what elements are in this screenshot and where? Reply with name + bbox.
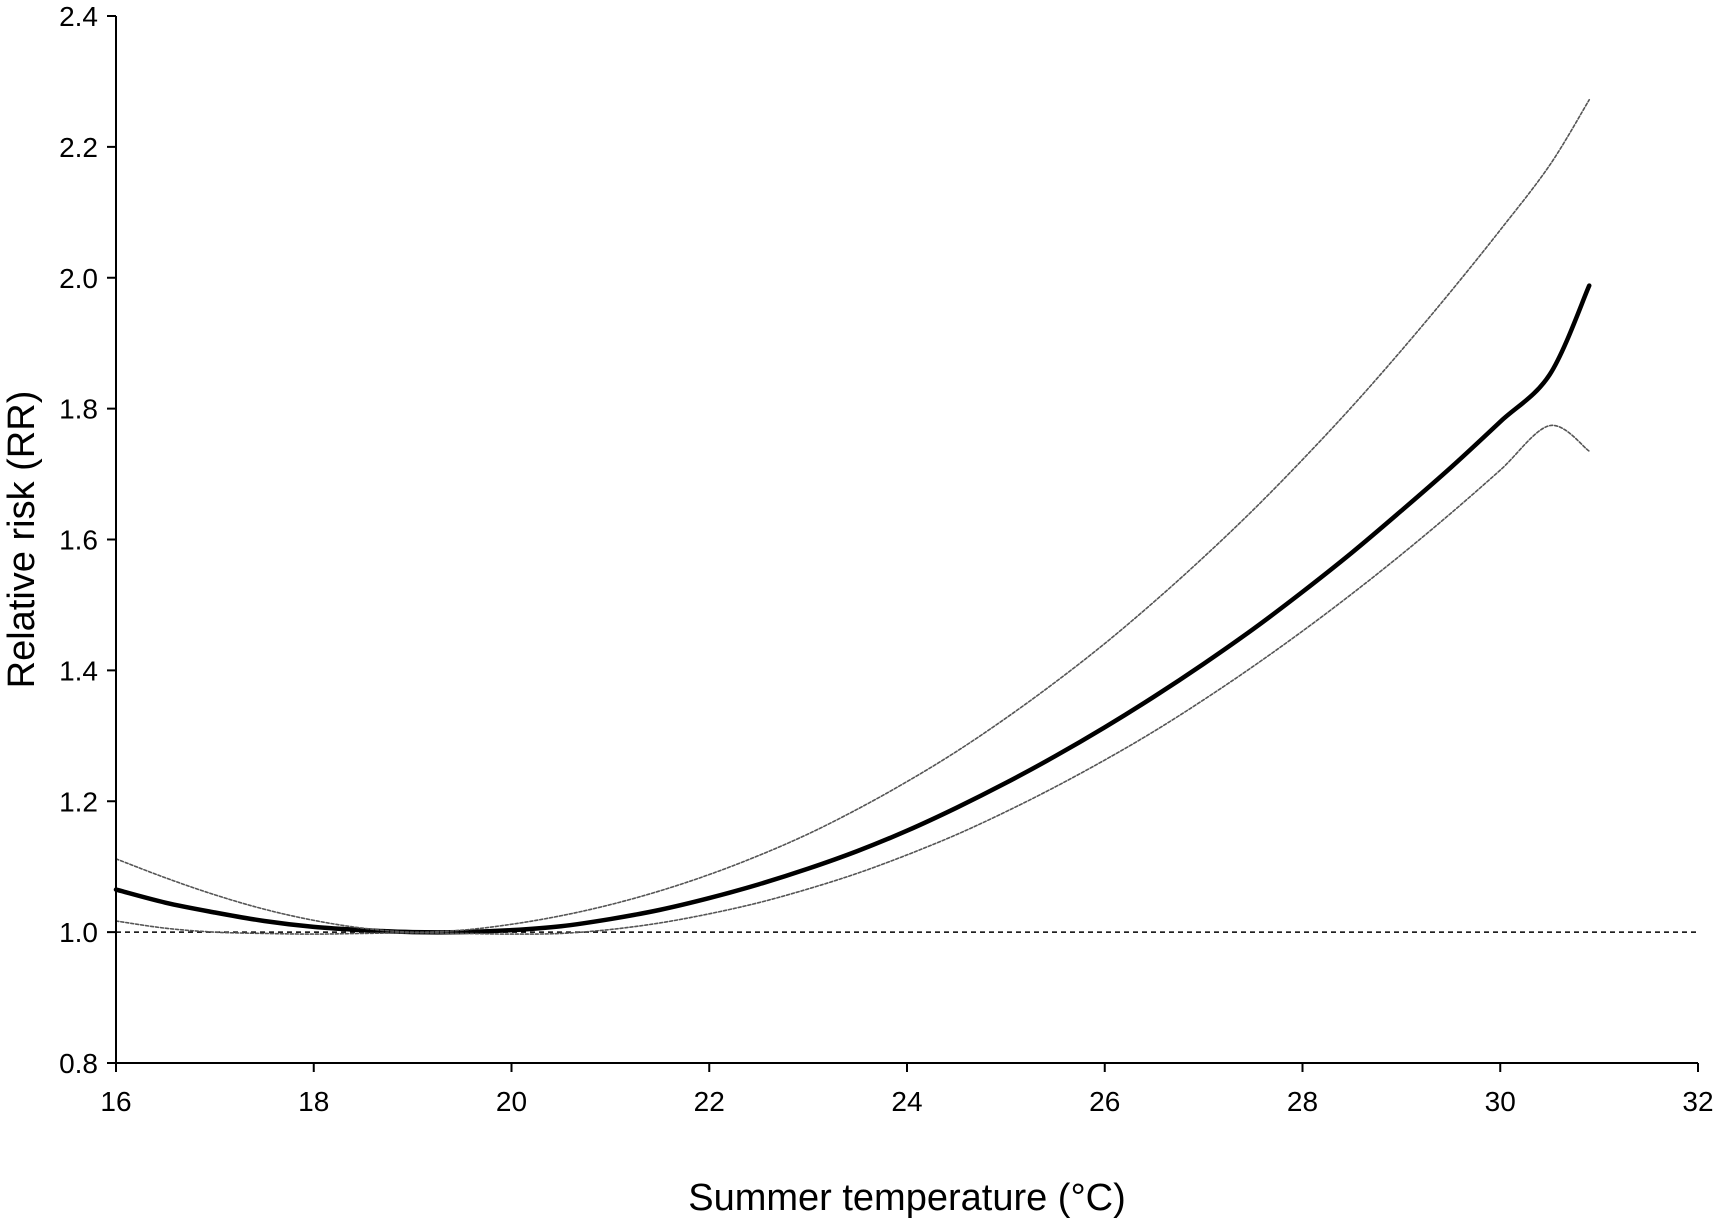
x-tick-label: 32 [1682,1086,1713,1117]
y-tick-label: 1.8 [59,394,98,425]
ticks-layer: 16 18 20 22 24 26 28 30 32 0.8 1.0 1.2 1.4 1.6 1.8 2.0 2… [59,1,1713,1117]
y-axis-title: Relative risk (RR) [1,391,43,689]
y-tick-label: 2.4 [59,1,98,32]
x-tick-label: 18 [298,1086,329,1117]
x-tick-label: 20 [496,1086,527,1117]
lower-ci-curve [115,424,1591,935]
y-tick-label: 0.8 [59,1048,98,1079]
upper-ci-curve [115,98,1591,933]
y-tick-label: 2.0 [59,263,98,294]
x-tick-label: 26 [1089,1086,1120,1117]
x-tick-label: 24 [891,1086,922,1117]
y-tick-label: 2.2 [59,132,98,163]
estimate-curve [113,283,1592,935]
x-axis-title: Summer temperature (°C) [688,1177,1126,1219]
axes-layer [115,16,1698,1064]
y-tick-label: 1.6 [59,525,98,556]
x-tick-label: 30 [1485,1086,1516,1117]
series-layer [113,98,1592,935]
x-tick-label: 28 [1287,1086,1318,1117]
y-tick-label: 1.2 [59,786,98,817]
y-tick-label: 1.0 [59,917,98,948]
y-tick-label: 1.4 [59,655,98,686]
x-tick-label: 22 [694,1086,725,1117]
x-tick-label: 16 [100,1086,131,1117]
